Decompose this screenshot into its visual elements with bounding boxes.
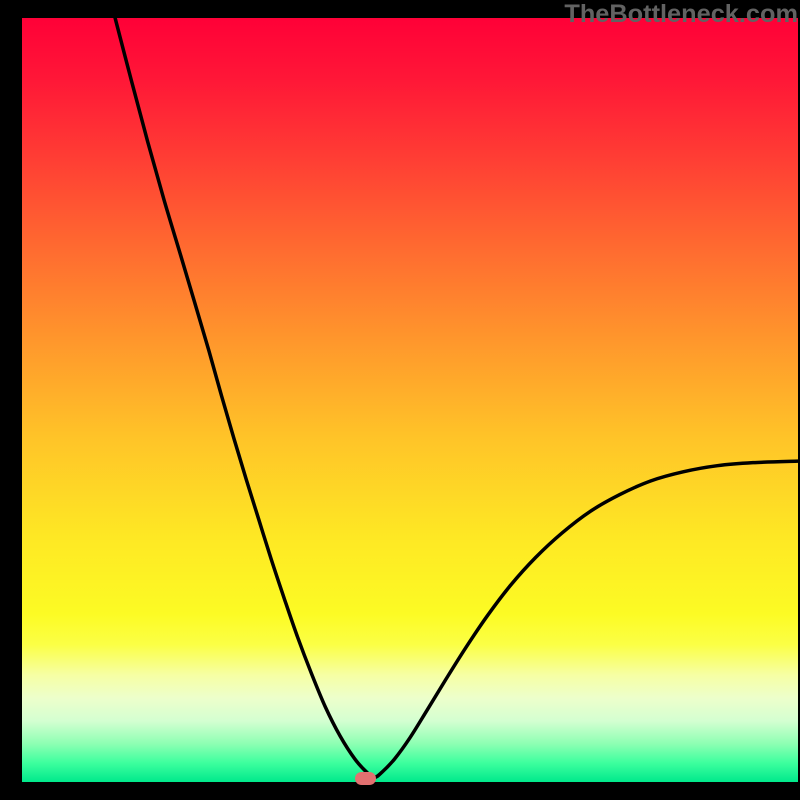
bottleneck-v-curve (22, 18, 798, 782)
optimal-point-marker (355, 772, 376, 785)
